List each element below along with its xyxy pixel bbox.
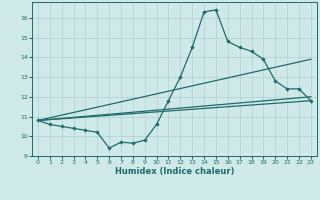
X-axis label: Humidex (Indice chaleur): Humidex (Indice chaleur) [115, 167, 234, 176]
